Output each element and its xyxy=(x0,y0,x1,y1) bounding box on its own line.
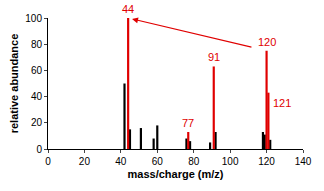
svg-text:20: 20 xyxy=(31,117,43,128)
svg-text:120: 120 xyxy=(258,36,276,48)
svg-text:44: 44 xyxy=(122,3,134,15)
svg-text:80: 80 xyxy=(188,156,200,167)
svg-text:0: 0 xyxy=(45,156,51,167)
svg-text:121: 121 xyxy=(273,97,291,109)
svg-text:mass/charge (m/z): mass/charge (m/z) xyxy=(128,168,224,180)
svg-text:120: 120 xyxy=(258,156,275,167)
svg-text:relative abundance: relative abundance xyxy=(8,34,20,134)
svg-text:40: 40 xyxy=(115,156,127,167)
svg-text:140: 140 xyxy=(295,156,312,167)
svg-text:20: 20 xyxy=(79,156,91,167)
svg-text:60: 60 xyxy=(152,156,164,167)
svg-text:0: 0 xyxy=(36,144,42,155)
svg-text:77: 77 xyxy=(182,117,194,129)
svg-text:91: 91 xyxy=(208,51,220,63)
svg-text:100: 100 xyxy=(222,156,239,167)
svg-text:100: 100 xyxy=(25,13,42,24)
svg-text:40: 40 xyxy=(31,91,43,102)
svg-text:60: 60 xyxy=(31,65,43,76)
svg-text:80: 80 xyxy=(31,39,43,50)
